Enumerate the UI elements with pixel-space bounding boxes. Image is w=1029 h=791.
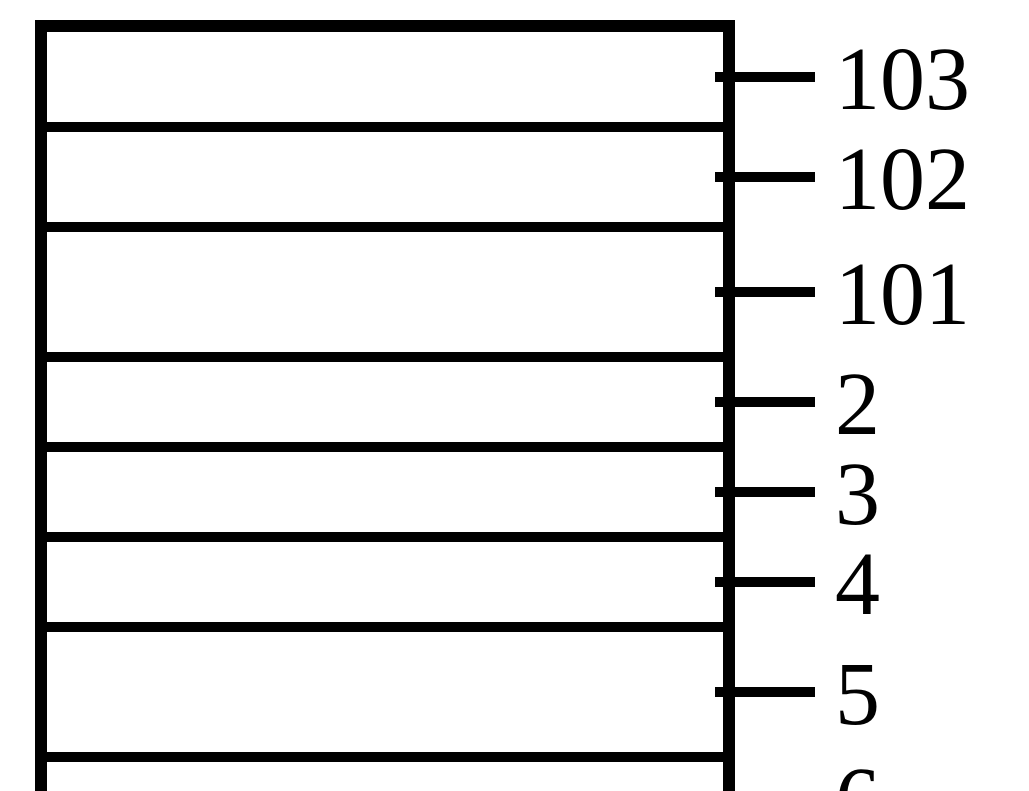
layer-label: 5 (835, 643, 880, 746)
callout-tick (715, 172, 815, 182)
layer-separator (47, 752, 723, 762)
layer-separator (47, 442, 723, 452)
layer-label: 103 (835, 28, 970, 131)
callout-tick (715, 577, 815, 587)
callout-tick (715, 72, 815, 82)
layer-label: 6 (835, 748, 880, 791)
layer-label: 4 (835, 533, 880, 636)
layer-separator (47, 352, 723, 362)
callout-tick (715, 487, 815, 497)
layer-separator (47, 122, 723, 132)
callout-tick (715, 287, 815, 297)
layer-separator (47, 622, 723, 632)
layer-label: 2 (835, 353, 880, 456)
layer-label: 102 (835, 128, 970, 231)
stack-outline (35, 20, 735, 791)
callout-tick (715, 397, 815, 407)
callout-tick (715, 687, 815, 697)
layer-separator (47, 532, 723, 542)
layer-label: 3 (835, 443, 880, 546)
layer-label: 101 (835, 243, 970, 346)
layer-separator (47, 222, 723, 232)
